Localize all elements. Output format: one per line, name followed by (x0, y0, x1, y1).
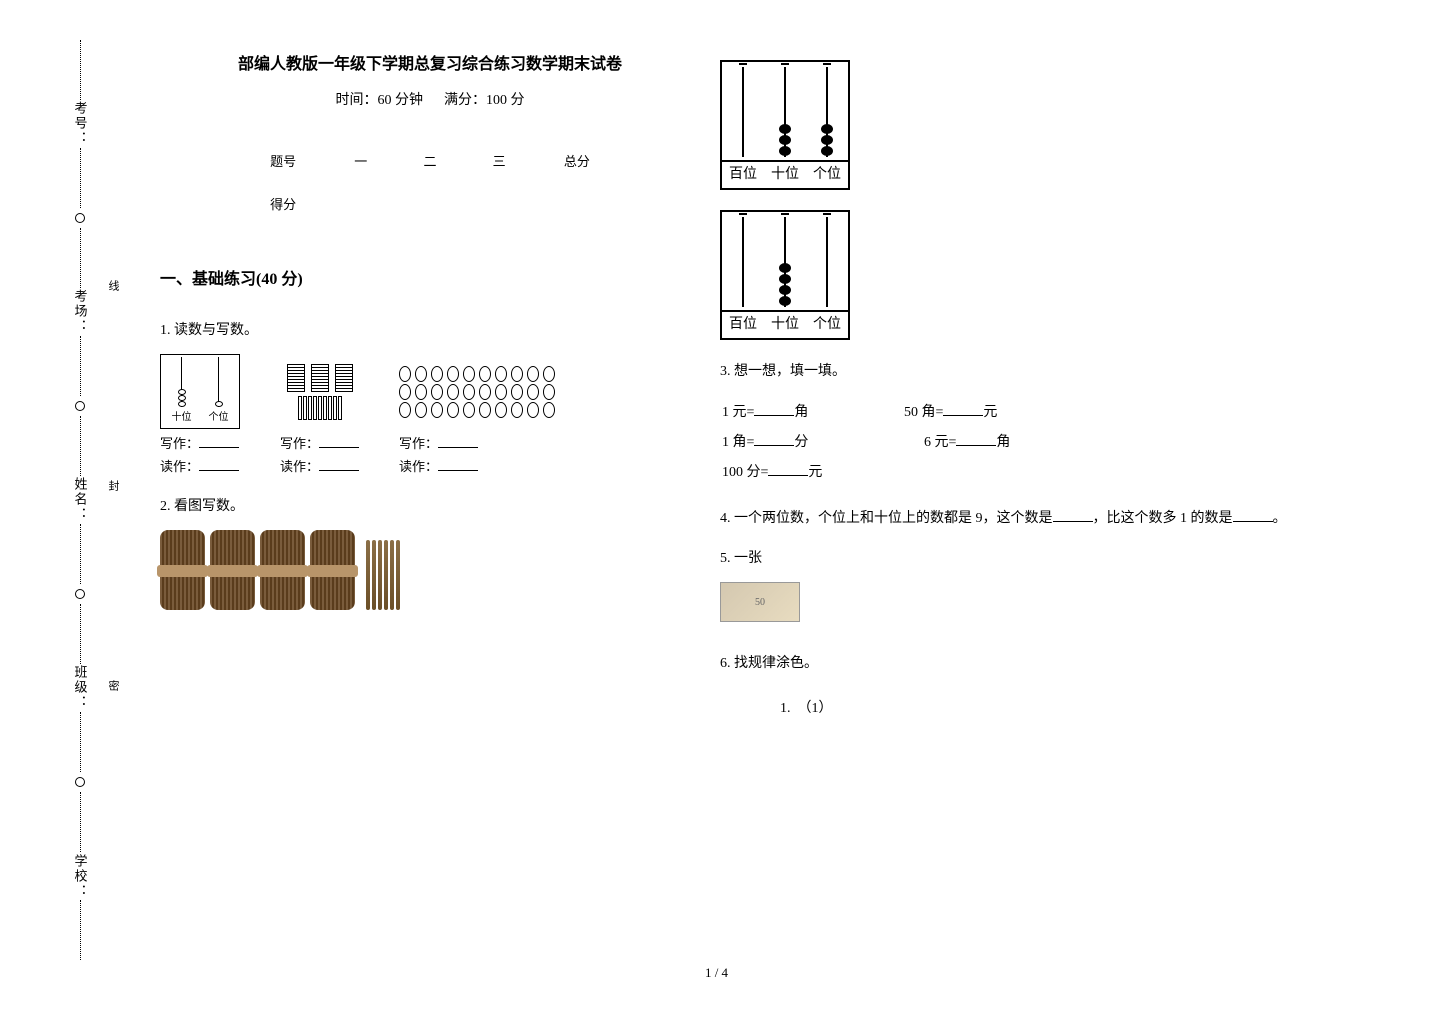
q1-item-1: 十位 个位 写作： 读作： (160, 354, 240, 475)
dotted-line (80, 416, 81, 476)
table-cell: 1 角=分 (722, 427, 902, 455)
q1-item-3: 写作： 读作： (399, 354, 599, 475)
money-icon: 50 (720, 582, 800, 622)
q1-items: 十位 个位 写作： 读作： (160, 354, 700, 475)
abacus-label: 十位 (764, 312, 806, 338)
coins-icon (399, 354, 599, 429)
q6-text: 6. 找规律涂色。 (720, 652, 1360, 672)
table-cell: 得分 (240, 182, 326, 225)
table-cell: 100 分=元 (722, 457, 902, 485)
q5-text: 5. 一张 (720, 547, 1360, 567)
q1-text: 1. 读数与写数。 (160, 319, 700, 339)
binding-circle (75, 213, 85, 223)
write-label: 写作： (399, 436, 438, 451)
binding-circle (75, 401, 85, 411)
table-cell: 50 角=元 (904, 397, 1084, 425)
read-label: 读作： (160, 459, 199, 474)
blank-line (1233, 521, 1273, 522)
binding-label-0: 考号： (71, 101, 90, 146)
blank-line (754, 445, 794, 446)
dotted-line (80, 228, 81, 288)
dotted-line (80, 900, 81, 960)
table-cell: 一 (326, 139, 395, 182)
dotted-line (80, 604, 81, 664)
hundreds-abacus-2: 百位 十位 个位 (720, 210, 850, 340)
abacus-label: 百位 (722, 312, 764, 338)
table-row: 100 分=元 (722, 457, 1084, 485)
seal-label-1: 封 (105, 480, 121, 499)
read-label: 读作： (399, 459, 438, 474)
blank-line (319, 447, 359, 448)
dotted-line (80, 40, 81, 100)
table-row: 题号 一 二 三 总分 (240, 139, 620, 182)
binding-label-3: 班级： (71, 665, 90, 710)
write-label: 写作： (280, 436, 319, 451)
table-row: 1 元=角 50 角=元 (722, 397, 1084, 425)
table-row: 得分 (240, 182, 620, 225)
blank-line (199, 470, 239, 471)
q6-sub-label: 1. （1） (780, 697, 1360, 717)
hundreds-abacus-1: 百位 十位 个位 (720, 60, 850, 190)
write-label: 写作： (160, 436, 199, 451)
q3-text: 3. 想一想，填一填。 (720, 360, 1360, 380)
blank-line (438, 470, 478, 471)
page-number: 1 / 4 (705, 965, 728, 981)
table-cell: 题号 (240, 139, 326, 182)
table-cell: 1 元=角 (722, 397, 902, 425)
main-column: 部编人教版一年级下学期总复习综合练习数学期末试卷 时间：60 分钟 满分：100… (160, 50, 700, 610)
blank-line (943, 415, 983, 416)
dotted-line (80, 524, 81, 584)
seal-label-0: 线 (105, 280, 121, 299)
score-table: 题号 一 二 三 总分 得分 (240, 139, 620, 225)
table-cell: 6 元=角 (904, 427, 1084, 455)
abacus-label: 百位 (722, 162, 764, 188)
time-label: 时间：60 分钟 (336, 93, 424, 108)
table-cell: 总分 (534, 139, 620, 182)
table-cell (465, 182, 534, 225)
blank-line (956, 445, 996, 446)
seal-label-2: 密 (105, 680, 121, 699)
table-cell (534, 182, 620, 225)
abacus-label: 个位 (806, 162, 848, 188)
q1-item-2: 写作： 读作： (280, 354, 359, 475)
conversion-table: 1 元=角 50 角=元 1 角=分 6 元=角 100 分=元 (720, 395, 1086, 487)
table-cell: 二 (395, 139, 464, 182)
abacus-label: 个位 (806, 312, 848, 338)
blank-line (754, 415, 794, 416)
table-cell (395, 182, 464, 225)
dotted-line (80, 336, 81, 396)
blank-line (319, 470, 359, 471)
q2-sticks-icon (160, 530, 700, 610)
binding-circle (75, 589, 85, 599)
blank-line (438, 447, 478, 448)
q2-text: 2. 看图写数。 (160, 495, 700, 515)
section-heading: 一、基础练习(40 分) (160, 265, 700, 289)
binding-label-1: 考场： (71, 289, 90, 334)
table-row: 1 角=分 6 元=角 (722, 427, 1084, 455)
dotted-line (80, 792, 81, 852)
binding-circle (75, 777, 85, 787)
binding-label-4: 学校： (71, 854, 90, 899)
exam-info: 时间：60 分钟 满分：100 分 (160, 89, 700, 109)
abacus-label: 十位 (764, 162, 806, 188)
read-label: 读作： (280, 459, 319, 474)
blank-line (1053, 521, 1093, 522)
binding-edge: 考号： 考场： 姓名： 班级： 学校： (60, 40, 100, 960)
abacus-icon: 十位 个位 (160, 354, 240, 429)
table-cell (326, 182, 395, 225)
q4-text: 4. 一个两位数，个位上和十位上的数都是 9，这个数是，比这个数多 1 的数是。 (720, 507, 1360, 527)
cube-icon (280, 354, 359, 429)
right-column: 百位 十位 个位 百位 十位 个位 3. 想一想，填一填。 1 元=角 50 角… (720, 50, 1360, 717)
full-score-label: 满分：100 分 (444, 93, 525, 108)
table-cell: 三 (465, 139, 534, 182)
dotted-line (80, 148, 81, 208)
blank-line (199, 447, 239, 448)
exam-title: 部编人教版一年级下学期总复习综合练习数学期末试卷 (160, 50, 700, 74)
dotted-line (80, 712, 81, 772)
blank-line (768, 475, 808, 476)
binding-label-2: 姓名： (71, 477, 90, 522)
table-cell (904, 457, 1084, 485)
